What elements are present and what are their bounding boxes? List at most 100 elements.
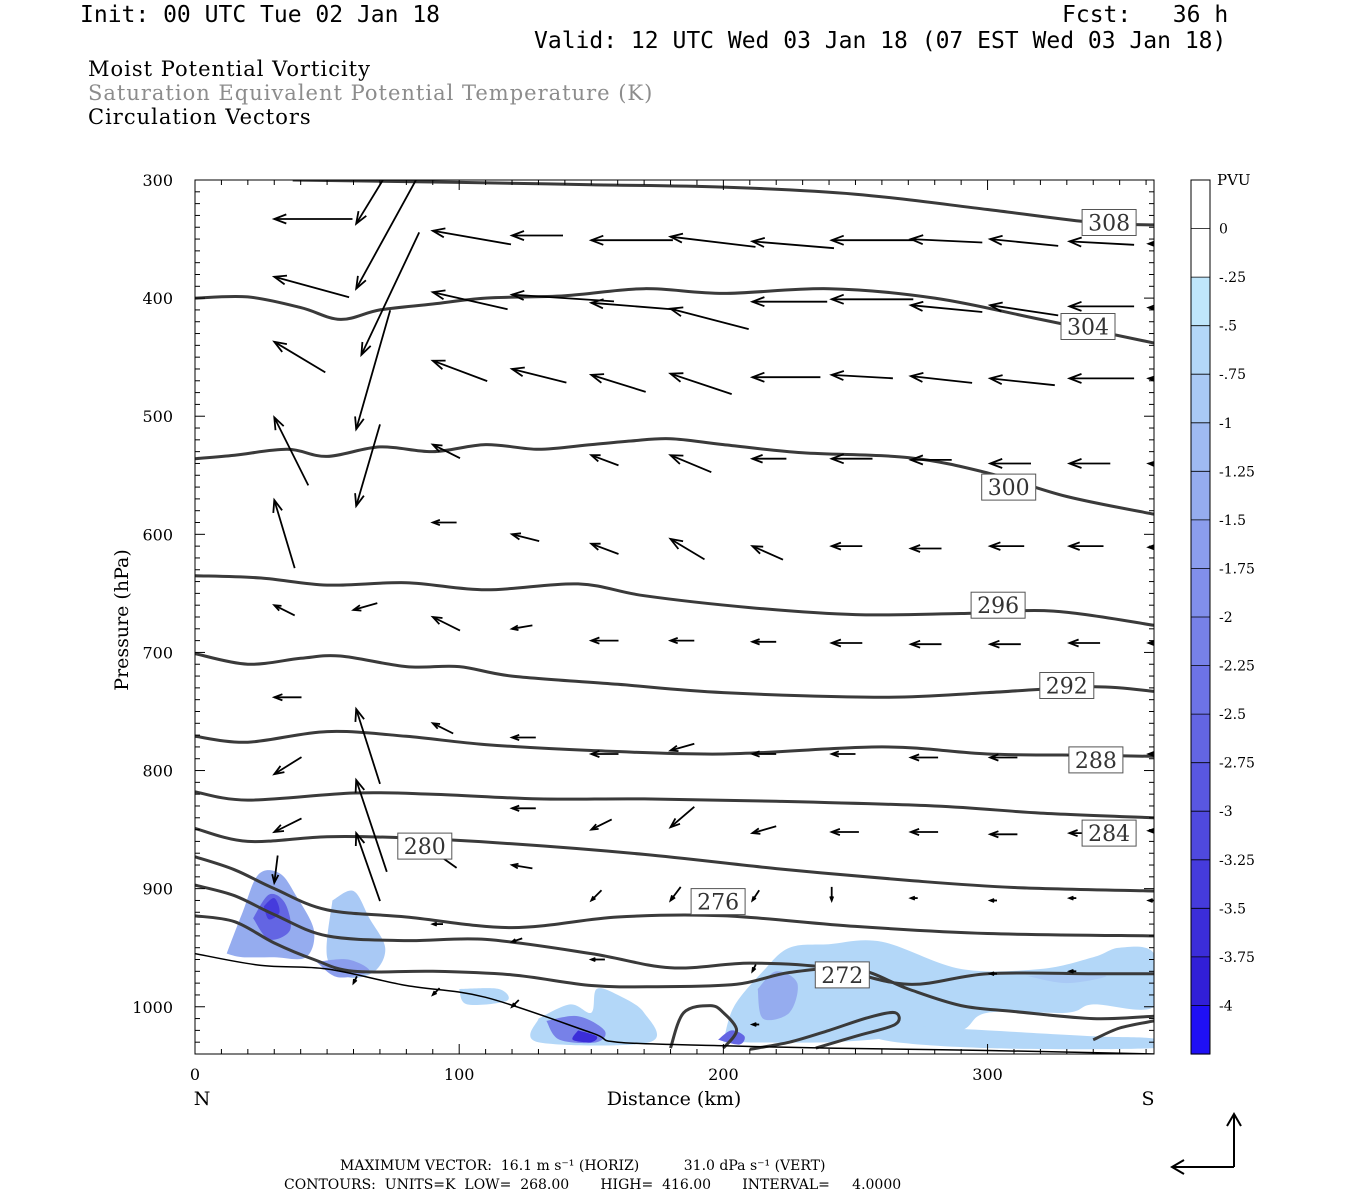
colorbar-label: -4	[1219, 998, 1233, 1014]
colorbar-swatch	[1191, 908, 1210, 958]
circulation-vector	[668, 886, 682, 903]
pv-colorbar: 0 -.25 -.5 -.75 -1 -1.25 -1.5 -1.75 -2 -2.25 -2.5 -…	[1190, 179, 1255, 1055]
colorbar-swatch	[1191, 228, 1210, 278]
colorbar-swatch	[1191, 277, 1210, 327]
circulation-vector	[987, 234, 1059, 247]
circulation-vector	[354, 180, 384, 226]
x-tick-label: 200	[708, 1065, 739, 1084]
circulation-vector	[750, 545, 784, 561]
circulation-vector	[749, 237, 835, 250]
contour-label: 296	[970, 591, 1026, 619]
circulation-vector	[908, 300, 983, 313]
circulation-vector	[908, 234, 983, 246]
circulation-vector	[360, 232, 421, 358]
circulation-vector	[908, 639, 942, 649]
circulation-vector	[749, 638, 777, 646]
circulation-vector	[668, 742, 695, 752]
circulation-vector	[987, 753, 1018, 762]
circulation-vector	[354, 777, 388, 873]
circulation-vector	[987, 301, 1059, 317]
circulation-vector	[354, 424, 381, 509]
circulation-vector	[908, 454, 952, 466]
circulation-vector	[829, 638, 863, 648]
circulation-vector	[354, 830, 381, 902]
y-tick-label: 700	[142, 643, 173, 662]
svg-text:300: 300	[988, 476, 1030, 501]
svg-text:288: 288	[1075, 749, 1117, 774]
colorbar-swatch	[1191, 180, 1210, 230]
circulation-vector	[272, 604, 296, 617]
y-tick-label: 800	[142, 762, 173, 781]
circulation-vector	[588, 454, 619, 467]
svg-text:276: 276	[697, 891, 739, 916]
circulation-vector	[430, 921, 443, 927]
colorbar-label: -.5	[1219, 319, 1237, 335]
svg-text:284: 284	[1088, 822, 1130, 847]
circulation-vector	[987, 639, 1021, 649]
contour-label: 284	[1081, 819, 1137, 847]
title-pv: Moist Potential Vorticity	[88, 57, 371, 81]
contour-label: 308	[1081, 209, 1137, 237]
theta-es-contour	[195, 652, 1154, 699]
circulation-vector	[354, 309, 392, 432]
circulation-vector	[509, 532, 540, 542]
circulation-vector	[829, 750, 856, 758]
circulation-vector	[352, 975, 358, 986]
circulation-vector	[588, 373, 646, 393]
circulation-vector	[430, 722, 454, 735]
circulation-vector	[668, 454, 712, 474]
circulation-vector	[749, 825, 777, 835]
circulation-vector	[749, 371, 821, 383]
circulation-vector	[987, 971, 997, 977]
circulation-vector	[829, 370, 893, 381]
circulation-vector	[1066, 373, 1135, 384]
svg-text:280: 280	[404, 835, 446, 860]
colorbar-swatch	[1191, 519, 1210, 570]
y-axis-label: Pressure (hPa)	[111, 549, 133, 691]
title-theta-es: Saturation Equivalent Potential Temperat…	[88, 81, 654, 105]
colorbar-label: -2.75	[1219, 756, 1255, 772]
pv-region	[572, 1030, 598, 1043]
circulation-vector	[667, 637, 695, 645]
circulation-vector	[588, 957, 605, 962]
circulation-vector	[271, 855, 280, 886]
circulation-vector	[271, 213, 353, 225]
circulation-vector	[1066, 236, 1135, 248]
contour-label: 280	[397, 832, 453, 860]
theta-es-contour	[195, 287, 1154, 345]
colorbar-label: -.75	[1219, 367, 1246, 383]
contour-label: 276	[690, 888, 746, 916]
theta-es-contour	[669, 1004, 739, 1050]
circulation-vector	[987, 898, 997, 903]
circulation-vector	[1146, 751, 1154, 757]
svg-text:296: 296	[977, 594, 1019, 619]
circulation-vector	[829, 541, 863, 551]
circulation-vector	[430, 518, 457, 527]
colorbar-label: -3.5	[1219, 901, 1246, 917]
title-vectors: Circulation Vectors	[88, 105, 312, 129]
circulation-vector	[430, 443, 461, 460]
svg-text:308: 308	[1088, 212, 1130, 237]
theta-es-contour	[195, 790, 1154, 820]
colorbar-swatch	[1191, 665, 1210, 715]
circulation-vector	[430, 359, 488, 382]
circulation-vector	[908, 544, 942, 553]
theta-es-contour	[195, 826, 1154, 893]
circulation-vector	[1066, 300, 1135, 312]
circulation-vector	[908, 753, 939, 762]
colorbar-swatch	[1191, 568, 1210, 618]
colorbar-label: -3	[1219, 804, 1233, 820]
circulation-vector	[749, 750, 777, 758]
theta-es-contour	[195, 914, 1154, 1021]
circulation-vector	[430, 615, 461, 632]
colorbar-label: 0	[1219, 222, 1228, 238]
contour-label: 300	[981, 473, 1037, 501]
circulation-vector	[1066, 895, 1077, 901]
circulation-vector	[272, 756, 302, 776]
colorbar-swatch	[1191, 325, 1210, 375]
theta-es-contour	[195, 729, 1154, 758]
colorbar-swatch	[1191, 422, 1210, 472]
forecast-hour: Fcst: 36 h	[1062, 2, 1229, 28]
colorbar-swatch	[1191, 471, 1210, 521]
